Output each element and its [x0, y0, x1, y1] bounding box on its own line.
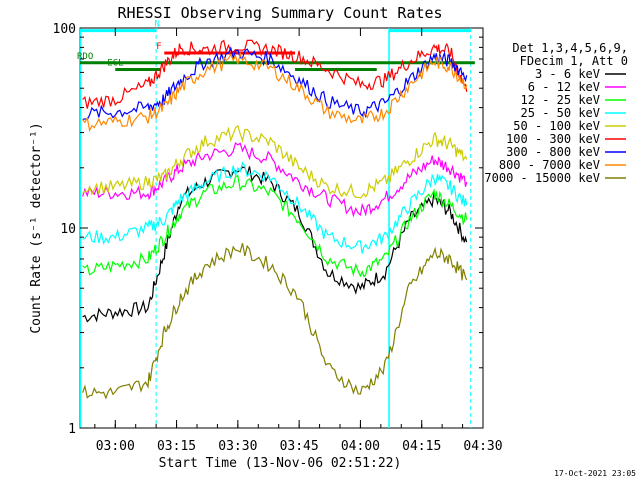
x-tick-label-2: 03:30	[218, 439, 257, 454]
x-tick-label-3: 03:45	[280, 439, 319, 454]
legend-label-5: 100 - 300 keV	[506, 132, 600, 146]
x-tick-label-0: 03:00	[96, 439, 135, 454]
series-line-3	[82, 161, 468, 254]
legend-label-3: 25 - 50 keV	[521, 106, 600, 120]
y-axis-ticks: 1 10 100	[53, 22, 483, 437]
x-axis-label: Start Time (13-Nov-06 02:51:22)	[159, 456, 402, 471]
flag-ecl-label: ECL	[107, 59, 123, 69]
series-line-5	[82, 39, 468, 109]
series-line-2	[82, 174, 468, 278]
legend-header-line-2: FDecim 1, Att 0	[520, 54, 628, 68]
flag-saa-label: N	[155, 20, 160, 30]
legend-label-2: 12 - 25 keV	[521, 93, 600, 107]
flag-flare-label: F	[156, 42, 161, 52]
y-tick-label-2: 100	[53, 22, 76, 37]
y-tick-label-0: 1	[68, 422, 76, 437]
y-tick-label-1: 10	[60, 222, 76, 237]
series-line-4	[82, 124, 468, 199]
flag-rdo-label: RDO	[77, 52, 93, 62]
x-tick-label-1: 03:15	[157, 439, 196, 454]
legend-label-4: 50 - 100 keV	[513, 119, 600, 133]
x-axis-ticks: 03:00 03:15 03:30 03:45 04:00 04:15 04:30	[94, 28, 503, 454]
series-line-1	[82, 141, 468, 218]
series-line-6	[82, 46, 468, 121]
legend: Det 1,3,4,5,6,9, FDecim 1, Att 0 3 - 6 k…	[484, 41, 628, 185]
legend-label-0: 3 - 6 keV	[535, 67, 600, 81]
x-tick-label-6: 04:30	[463, 439, 502, 454]
series-line-8	[82, 243, 468, 400]
x-tick-label-4: 04:00	[341, 439, 380, 454]
legend-label-7: 800 - 7000 keV	[499, 158, 600, 172]
footer-timestamp: 17-Oct-2021 23:05	[554, 469, 636, 478]
legend-label-6: 300 - 800 keV	[506, 145, 600, 159]
y-axis-label: Count Rate (s⁻¹ detector⁻¹)	[29, 122, 44, 333]
legend-label-8: 7000 - 15000 keV	[484, 171, 600, 185]
chart-title: RHESSI Observing Summary Count Rates	[117, 4, 442, 22]
legend-label-1: 6 - 12 keV	[528, 80, 600, 94]
series-line-0	[82, 166, 468, 323]
legend-header-line-1: Det 1,3,4,5,6,9,	[512, 41, 628, 55]
series-line-7	[82, 51, 468, 133]
x-tick-label-5: 04:15	[402, 439, 441, 454]
series-lines	[82, 39, 468, 400]
flag-bars: N F RDO ECL	[77, 20, 475, 428]
